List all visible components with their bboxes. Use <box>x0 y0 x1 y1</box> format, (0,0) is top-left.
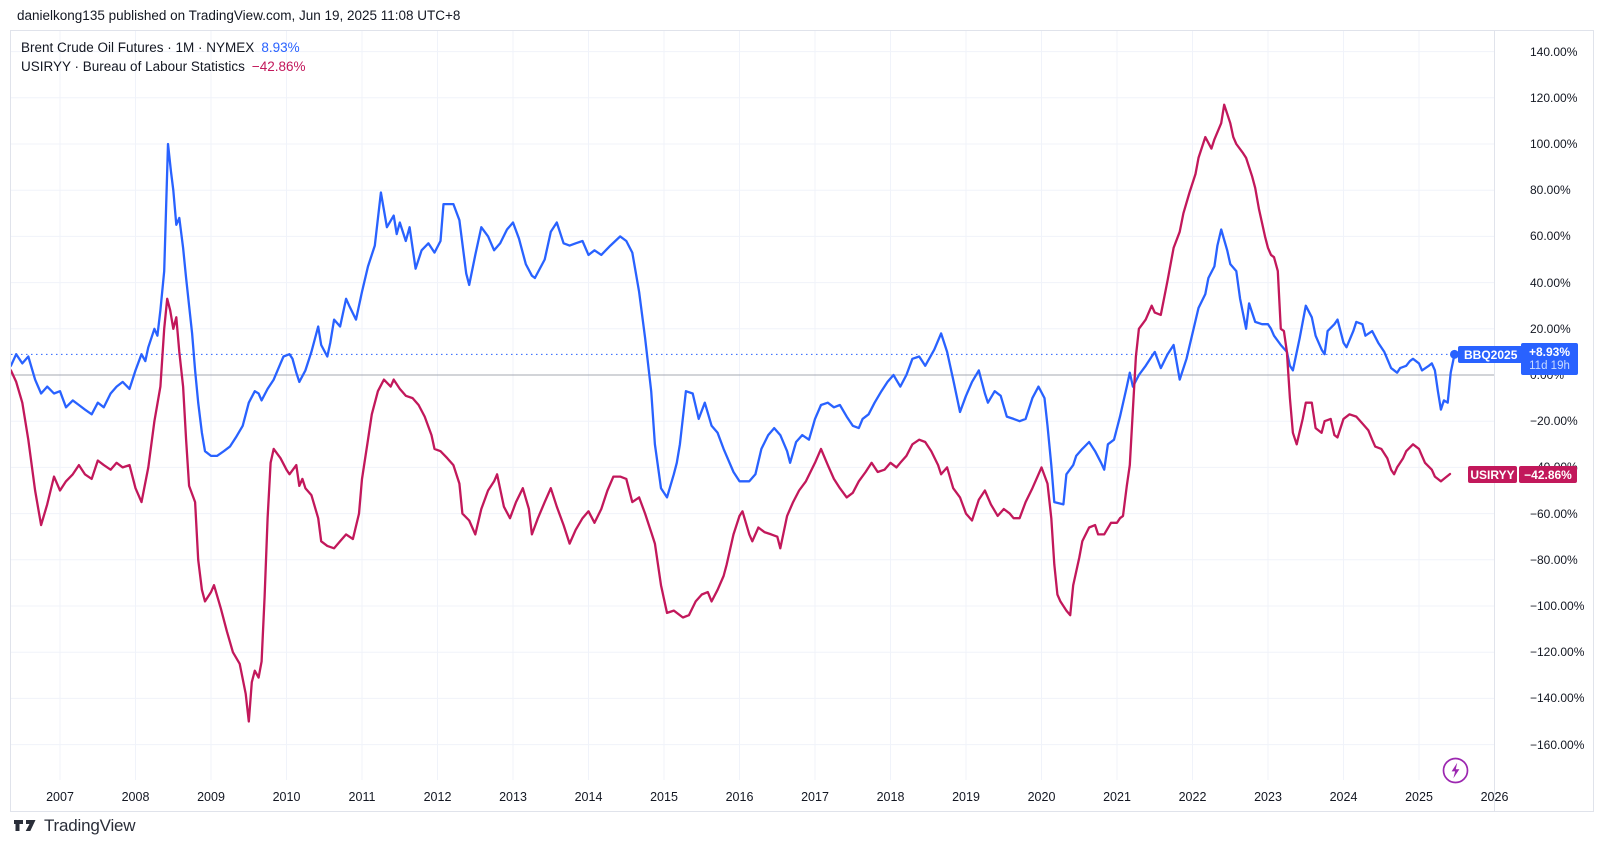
price-tick-label: −80.00% <box>1530 552 1578 567</box>
year-tick-label: 2012 <box>423 790 452 804</box>
blue-series-countdown: 11d 19h <box>1529 360 1570 372</box>
price-tick-label: 120.00% <box>1530 90 1578 105</box>
price-tick-label: −140.00% <box>1530 691 1585 706</box>
lightning-icon[interactable] <box>1441 756 1470 785</box>
year-tick-label: 2024 <box>1329 790 1358 804</box>
red-series-name-badge[interactable]: USIRYY <box>1468 466 1517 483</box>
usiryy-series-line[interactable] <box>11 103 1452 723</box>
price-tick-label: −120.00% <box>1530 645 1585 660</box>
year-tick-label: 2020 <box>1027 790 1056 804</box>
blue-series-name-badge[interactable]: BBQ2025 <box>1458 346 1524 363</box>
price-tick-label: 20.00% <box>1530 321 1571 336</box>
price-tick-label: −20.00% <box>1530 414 1578 429</box>
chart-legend: Brent Crude Oil Futures · 1M · NYMEX 8.93… <box>21 38 306 76</box>
year-tick-label: 2015 <box>650 790 678 804</box>
blue-series-price-badge[interactable]: +8.93% 11d 19h <box>1521 343 1578 375</box>
year-tick-label: 2026 <box>1480 790 1509 804</box>
year-tick-label: 2007 <box>46 790 74 804</box>
price-tick-label: −60.00% <box>1530 506 1578 521</box>
price-tick-label: 140.00% <box>1530 44 1578 59</box>
legend-title-usiryy: USIRYY · Bureau of Labour Statistics <box>21 59 245 74</box>
year-tick-label: 2013 <box>499 790 527 804</box>
legend-value-brent: 8.93% <box>261 40 300 55</box>
year-tick-label: 2017 <box>801 790 829 804</box>
blue-series-price-value: +8.93% <box>1528 345 1571 359</box>
price-tick-label: −100.00% <box>1530 599 1585 613</box>
tradingview-logo-icon <box>14 820 36 831</box>
blue-series-end-marker <box>1449 349 1459 359</box>
legend-value-usiryy: −42.86% <box>251 59 306 74</box>
price-axis-separator <box>1494 30 1495 812</box>
publish-header-text: danielkong135 published on TradingView.c… <box>17 7 461 23</box>
year-tick-label: 2019 <box>952 790 980 804</box>
red-series-price-badge[interactable]: −42.86% <box>1519 466 1577 483</box>
year-tick-label: 2014 <box>574 790 603 804</box>
tradingview-attribution[interactable]: TradingView <box>14 816 136 836</box>
year-tick-label: 2018 <box>876 790 905 804</box>
price-tick-label: 40.00% <box>1530 275 1571 290</box>
price-tick-label: −160.00% <box>1530 737 1585 752</box>
legend-row-usiryy[interactable]: USIRYY · Bureau of Labour Statistics −42.… <box>21 57 306 76</box>
price-tick-label: 60.00% <box>1530 229 1571 244</box>
year-tick-label: 2021 <box>1103 790 1131 804</box>
brent-series-line[interactable] <box>11 142 1456 506</box>
chart-plot-area[interactable] <box>11 30 1494 781</box>
publish-header: danielkong135 published on TradingView.c… <box>0 0 1604 30</box>
year-tick-label: 2011 <box>348 790 376 804</box>
legend-title-brent: Brent Crude Oil Futures · 1M · NYMEX <box>21 40 255 55</box>
legend-row-brent[interactable]: Brent Crude Oil Futures · 1M · NYMEX 8.93… <box>21 38 306 57</box>
price-tick-label: 100.00% <box>1530 137 1578 151</box>
year-tick-label: 2010 <box>272 790 301 804</box>
price-tick-label: 80.00% <box>1530 183 1571 198</box>
year-tick-label: 2022 <box>1178 790 1207 804</box>
year-tick-label: 2008 <box>121 790 150 804</box>
year-tick-label: 2023 <box>1254 790 1282 804</box>
tradingview-attribution-text: TradingView <box>44 816 136 835</box>
year-tick-label: 2025 <box>1405 790 1433 804</box>
year-tick-label: 2016 <box>725 790 754 804</box>
year-tick-label: 2009 <box>197 790 225 804</box>
